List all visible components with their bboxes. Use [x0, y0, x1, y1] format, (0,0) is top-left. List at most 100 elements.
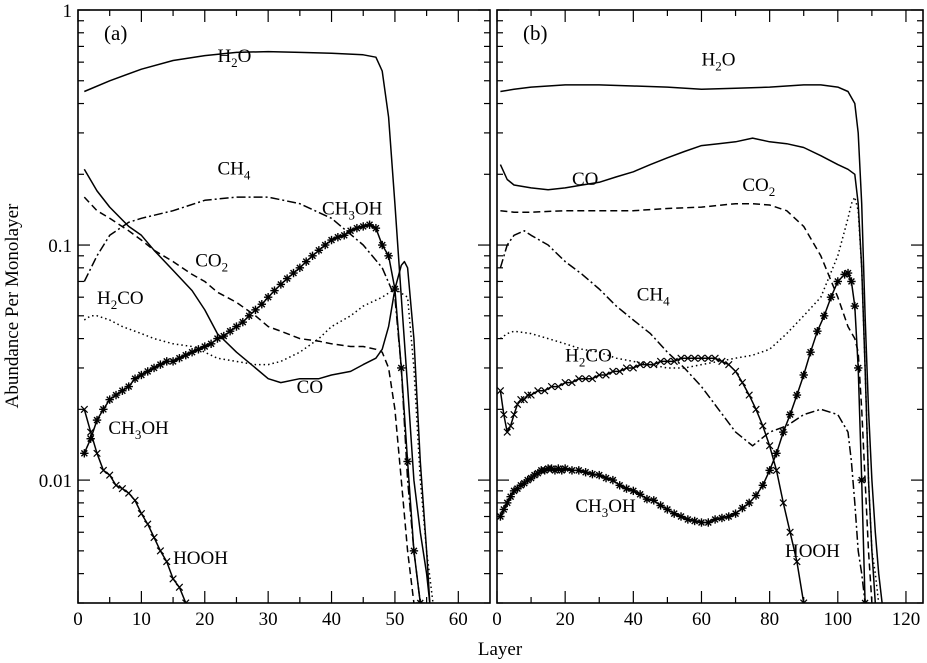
series-hooh-marker [609, 367, 617, 376]
series-ch3oh-marker [751, 491, 761, 500]
series-ch3oh-marker [850, 301, 860, 311]
series-ch3oh-marker [333, 232, 343, 242]
series-ch3oh-marker [118, 386, 127, 395]
series-hooh-marker [670, 357, 678, 366]
series-hooh-marker [663, 357, 672, 366]
series-hooh-marker [772, 466, 781, 475]
series-co2-label: CO2 [195, 251, 228, 275]
y-axis-label: Abundance Per Monolayer [2, 203, 23, 408]
series-ch3oh-marker [143, 367, 152, 376]
series-ch3oh-marker [175, 354, 184, 363]
series-ch3oh-marker [656, 501, 665, 510]
series-ch3oh-marker [704, 518, 713, 527]
series-hooh-marker [697, 354, 706, 362]
series-hooh-marker [99, 466, 108, 475]
series-ch3oh-marker [860, 598, 870, 603]
series-ch3oh-marker [276, 280, 286, 289]
x-tick-label: 80 [760, 609, 779, 630]
series-hooh-marker [124, 489, 133, 497]
panel-a: 0 10 20 30 40 50 60 0.01 0.1 1 (a) H2O CO CH4 CH3OH CO2… [39, 1, 491, 630]
series-co-label: CO [572, 169, 598, 190]
series-hooh-marker [131, 496, 139, 505]
series-h2o-label: H2O [701, 50, 735, 74]
series-hooh-marker [684, 354, 692, 362]
series-ch3oh-marker [806, 348, 815, 357]
series-hooh-marker [143, 520, 152, 528]
x-tick-label: 20 [195, 609, 214, 630]
series-ch3oh-marker [99, 405, 108, 414]
series-ch3oh-marker [670, 509, 679, 518]
series-ch3oh-marker [799, 370, 808, 380]
series-ch3oh-marker [642, 494, 652, 504]
series-ch3oh-marker [282, 274, 292, 283]
series-ch3oh-marker [92, 415, 102, 425]
series-ch3oh-marker [622, 484, 631, 493]
series-ch3oh-marker [365, 220, 374, 229]
series-hooh-marker [112, 481, 120, 490]
series-ch3oh-marker [547, 464, 556, 473]
series-ch3oh-marker [346, 226, 355, 235]
series-ch3oh-marker [200, 342, 209, 351]
series-ch3oh-marker [581, 468, 590, 477]
series-ch3oh-marker [663, 505, 672, 514]
x-tick-label: 50 [385, 609, 404, 630]
series-hooh-marker [118, 484, 127, 493]
series-hooh-marker [643, 360, 651, 369]
series-ch3oh-marker [257, 300, 267, 309]
series-hooh-marker [500, 410, 508, 419]
series-ch3oh-marker [149, 363, 159, 373]
series-ch3oh-marker [378, 240, 387, 250]
series-ch4-line [499, 230, 866, 603]
series-hooh-marker [163, 557, 171, 566]
series-hooh-marker [517, 395, 525, 404]
series-co-line [83, 168, 431, 603]
plot-frame [496, 9, 924, 604]
series-hooh-marker [182, 599, 190, 603]
series-co-label: CO [297, 377, 323, 398]
series-ch3oh-marker [819, 311, 829, 321]
series-ch3oh-marker [676, 512, 686, 521]
series-ch3oh-marker [615, 481, 624, 490]
series-ch3oh-marker [683, 515, 693, 524]
series-co2-label: CO2 [742, 175, 775, 199]
series-hooh-marker [156, 547, 165, 555]
series-hooh-marker [513, 400, 522, 409]
series-ch3oh-marker [244, 311, 254, 321]
series-group [80, 50, 434, 603]
series-hooh-marker [629, 364, 638, 372]
series-ch3oh-marker [503, 498, 512, 508]
series-hooh-marker [622, 364, 631, 372]
series-hooh-marker [690, 354, 699, 362]
series-hooh-marker [738, 378, 747, 387]
x-tick-label: 100 [824, 609, 853, 630]
series-hooh-label: HOOH [173, 548, 228, 569]
series-ch3oh-marker [738, 503, 747, 513]
series-hooh-marker [636, 360, 644, 369]
x-tick-label: 20 [556, 609, 575, 630]
series-ch3oh-marker [232, 322, 241, 331]
series-label-extra: CH3OH [108, 418, 169, 442]
series-ch3oh-marker [263, 292, 273, 302]
series-hooh-marker [568, 378, 576, 387]
series-co2-line [83, 196, 415, 603]
panel-b: 0 20 40 60 80 100 120 (b) H2O CO CO2 CH4 H2CO HOOH CH3… [492, 9, 924, 630]
series-ch3oh-label: CH3OH [575, 496, 636, 520]
series-hooh-marker [497, 387, 505, 395]
series-ch3oh-marker [710, 515, 720, 524]
series-ch3oh-marker [416, 598, 425, 603]
series-ch3oh-marker [772, 449, 781, 458]
series-h2co-line [499, 196, 880, 603]
series-ch3oh-marker [758, 481, 768, 490]
series-ch3oh-marker [308, 251, 317, 261]
x-tick-label: 120 [892, 609, 921, 630]
series-ch3oh-marker [270, 286, 279, 295]
series-ch3oh-marker [717, 513, 727, 523]
y-tick-label: 0.01 [39, 471, 72, 492]
series-hooh-marker [704, 354, 713, 362]
series-h2o-line [84, 50, 431, 603]
series-hooh-marker [752, 405, 760, 414]
series-hooh-marker [725, 360, 733, 369]
y-tick-label: 0.1 [48, 236, 72, 257]
series-ch3oh-marker [168, 357, 178, 366]
